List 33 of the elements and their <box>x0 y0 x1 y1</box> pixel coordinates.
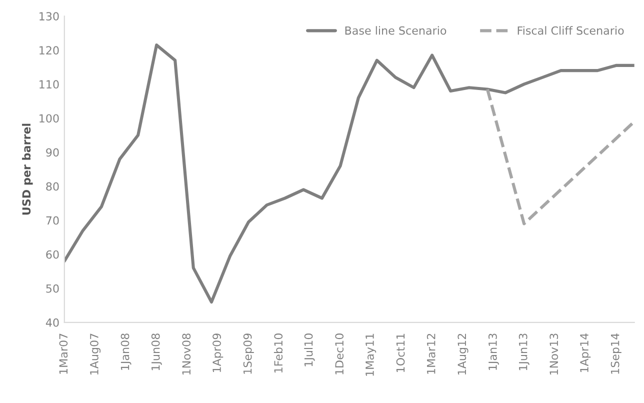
x-tick-label: 1Oct11 <box>396 334 405 372</box>
y-tick-label: 90 <box>46 148 59 157</box>
y-axis-title: USD per barrel <box>22 124 33 215</box>
legend-label: Fiscal Cliff Scenario <box>518 26 624 35</box>
x-tick-label: 1Aug07 <box>90 334 101 374</box>
legend-label: Base line Scenario <box>345 26 446 35</box>
x-tick-label: 1Nov08 <box>182 334 191 374</box>
x-tick-label: 1Aug12 <box>458 334 468 374</box>
y-tick-label: 80 <box>46 182 59 191</box>
y-tick-label: 100 <box>40 114 59 123</box>
y-tick-label: 60 <box>46 250 59 259</box>
y-tick-label: 40 <box>46 318 59 327</box>
y-tick-label: 70 <box>46 216 59 225</box>
x-tick-label: 1Sep09 <box>243 334 254 374</box>
y-tick-label: 110 <box>40 80 59 89</box>
x-tick-label: 1Dec10 <box>335 334 344 374</box>
line-series <box>64 44 634 304</box>
x-tick-label: 1Apr09 <box>212 334 224 372</box>
x-tick-label: 1Mar12 <box>426 334 436 374</box>
x-tick-label: 1Jan08 <box>120 334 132 370</box>
x-tick-label: 1Jul10 <box>304 334 315 366</box>
x-tick-label: 1Jun08 <box>151 334 162 370</box>
x-tick-label: 1Apr14 <box>580 333 591 372</box>
x-tick-label: 1Jun13 <box>518 334 530 370</box>
x-tick-label: 1May11 <box>366 334 376 376</box>
x-tick-label: 1Feb10 <box>274 334 283 372</box>
x-tick-label: 1Mar07 <box>59 334 68 374</box>
y-tick-label: 130 <box>40 12 59 20</box>
y-tick-label: 50 <box>46 284 59 293</box>
y-tick-label: 120 <box>40 46 59 55</box>
x-tick-label: 1Jan13 <box>488 334 499 370</box>
x-tick-label: 1Nov13 <box>550 334 558 374</box>
x-tick-label: 1Sep14 <box>610 333 622 374</box>
